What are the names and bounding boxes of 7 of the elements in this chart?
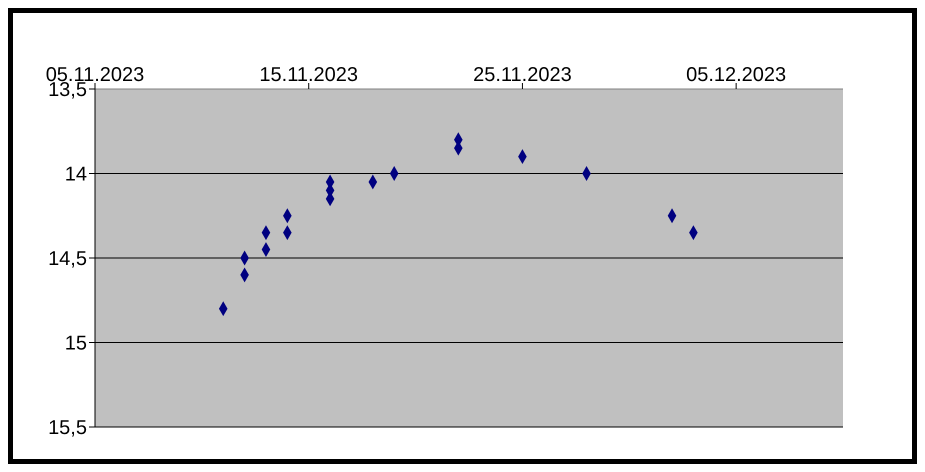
y-tick-label: 14,5 [48, 248, 87, 270]
y-tick-label: 14 [64, 164, 87, 186]
x-tick-label: 25.11.2023 [473, 64, 572, 86]
x-tick-label: 05.12.2023 [686, 64, 786, 86]
y-tick-label: 15,5 [48, 417, 87, 440]
y-tick-label: 15 [64, 332, 87, 355]
x-tick-label: 15.11.2023 [259, 64, 358, 86]
